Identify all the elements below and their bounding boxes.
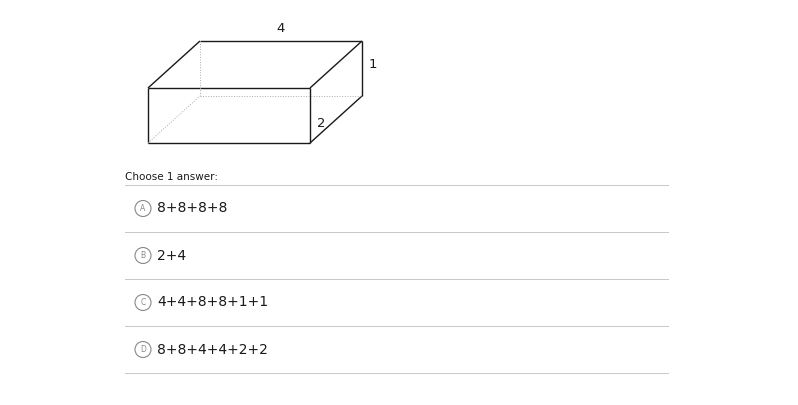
Text: 2+4: 2+4 (157, 249, 186, 262)
Text: Choose 1 answer:: Choose 1 answer: (125, 172, 218, 182)
Text: 1: 1 (369, 58, 377, 71)
Text: C: C (140, 298, 145, 307)
Text: A: A (140, 204, 145, 213)
Text: 8+8+4+4+2+2: 8+8+4+4+2+2 (157, 343, 268, 356)
Text: 8+8+8+8: 8+8+8+8 (157, 202, 227, 215)
Text: 4+4+8+8+1+1: 4+4+8+8+1+1 (157, 296, 268, 309)
Text: B: B (140, 251, 145, 260)
Text: D: D (140, 345, 146, 354)
Text: 2: 2 (317, 117, 326, 130)
Text: 4: 4 (277, 22, 285, 35)
